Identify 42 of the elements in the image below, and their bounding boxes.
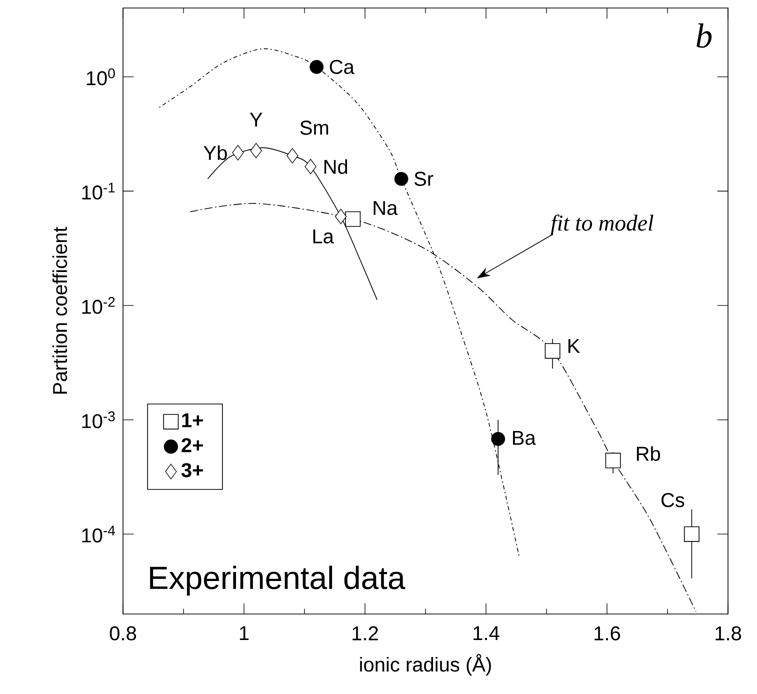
annotation: fit to model — [550, 214, 654, 236]
annotation: Experimental data — [150, 566, 406, 596]
point — [345, 211, 361, 227]
annotation: Na — [374, 201, 398, 216]
point — [304, 158, 316, 174]
point — [394, 172, 408, 186]
annotation: Ca — [330, 60, 354, 74]
y-tick-label: 10$^{0}$ — [86, 68, 115, 86]
y-tick-label: 10$^{-4}$ — [82, 526, 115, 542]
x-tick-label: 0.8 — [110, 626, 136, 640]
annotation: Cs — [662, 493, 684, 508]
annotation: b — [696, 23, 712, 48]
x-tick-label: 1.6 — [594, 626, 620, 640]
x-tick-label: 1 — [240, 626, 249, 640]
annotation: Yb — [204, 145, 227, 160]
annotation: Sr — [414, 172, 434, 186]
x-tick-label: 1.2 — [352, 626, 378, 640]
legend-label: 3+ — [181, 463, 203, 478]
annotation: Nd — [324, 159, 348, 174]
annotation: Ba — [513, 430, 536, 445]
annotation: K — [568, 339, 580, 353]
annotation: Rb — [636, 446, 660, 461]
point — [491, 432, 506, 446]
x-tick-label: 1.8 — [716, 626, 742, 640]
point — [286, 148, 298, 164]
point — [544, 343, 560, 359]
annotation: La — [313, 230, 334, 244]
y-axis-title: Partition coefficient — [52, 226, 68, 394]
x-tick-label: 1.4 — [474, 626, 500, 640]
y-tick-label: 10$^{-1}$ — [82, 182, 115, 200]
legend-label: 2+ — [182, 438, 203, 452]
annotation: Y — [250, 112, 262, 127]
point — [310, 60, 324, 74]
legend-label: 1+ — [182, 413, 203, 428]
point — [334, 208, 347, 224]
annotation: Sm — [300, 120, 328, 135]
x-axis-title: ionic radius (Å) — [360, 654, 491, 676]
point — [684, 526, 700, 542]
y-tick-label: 10$^{-3}$ — [82, 411, 115, 428]
point — [232, 145, 244, 160]
y-tick-label: 10$^{-2}$ — [82, 297, 115, 314]
point — [250, 142, 262, 158]
